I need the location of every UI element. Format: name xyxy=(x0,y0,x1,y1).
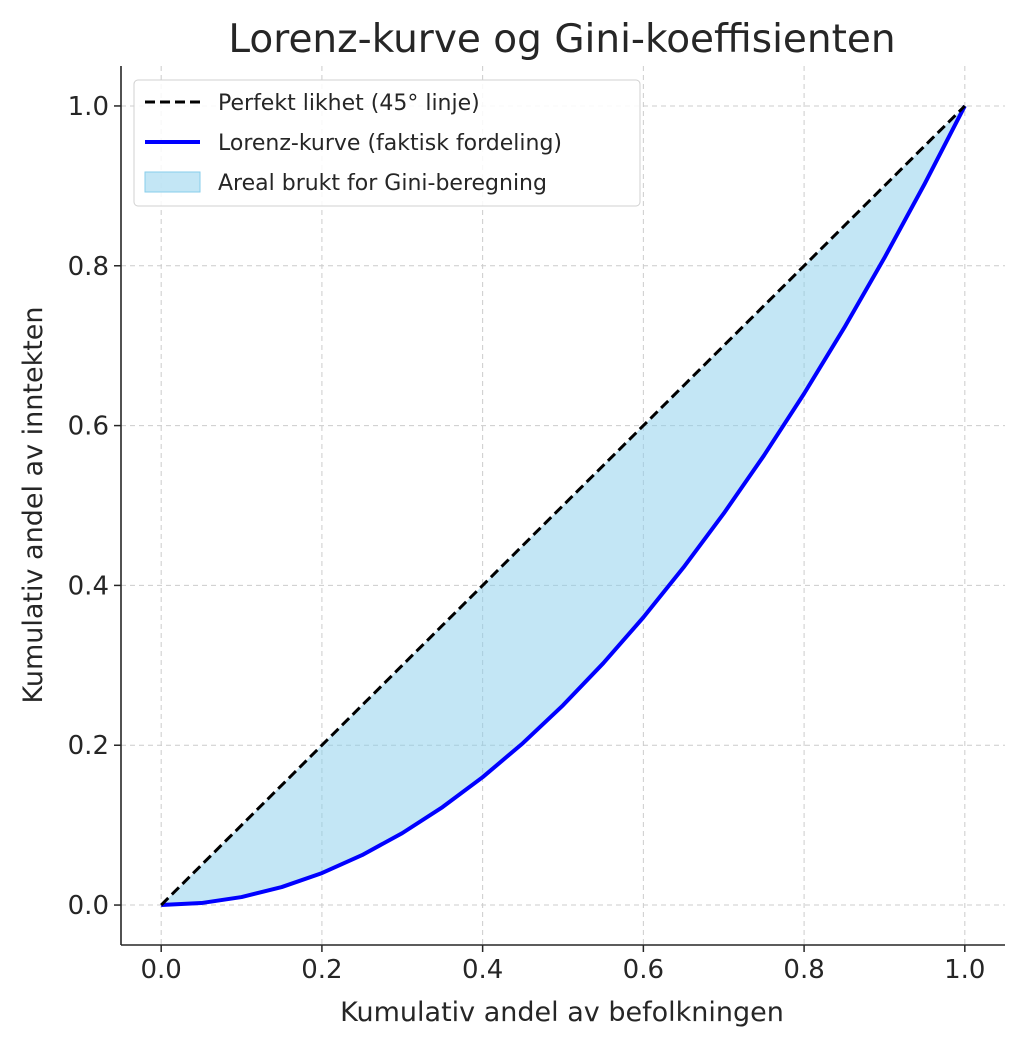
y-tick-label: 0.2 xyxy=(68,731,109,761)
x-axis-label: Kumulativ andel av befolkningen xyxy=(340,997,784,1028)
y-tick-label: 0.8 xyxy=(68,252,109,282)
y-tick-label: 1.0 xyxy=(68,92,109,122)
gini-area-fill xyxy=(161,105,965,906)
ticks: 0.0 0.2 0.4 0.6 0.8 1.0 0.0 0.2 0.4 0.6 0.8 1.0 xyxy=(68,92,986,985)
x-tick-label: 0.0 xyxy=(141,955,182,985)
x-tick-label: 0.6 xyxy=(623,955,664,985)
lorenz-curve-line xyxy=(161,105,967,908)
y-axis-label: Kumulativ andel av inntekten xyxy=(18,306,49,703)
y-tick-label: 0.0 xyxy=(68,891,109,921)
x-tick-label: 0.4 xyxy=(462,955,503,985)
y-tick-label: 0.6 xyxy=(68,412,109,442)
x-tick-label: 0.8 xyxy=(783,955,824,985)
x-tick-label: 1.0 xyxy=(944,955,985,985)
legend: Perfekt likhet (45° linje) Lorenz-kurve … xyxy=(133,79,641,207)
y-tick-label: 0.4 xyxy=(68,571,109,601)
equality-line xyxy=(160,104,966,907)
legend-label-area: Areal brukt for Gini-beregning xyxy=(218,171,547,196)
legend-label-equality: Perfekt likhet (45° linje) xyxy=(218,91,480,116)
x-tick-label: 0.2 xyxy=(301,955,342,985)
plot-area xyxy=(160,104,967,908)
chart-title: Lorenz-kurve og Gini-koeffisienten xyxy=(228,17,895,62)
legend-box xyxy=(133,79,641,207)
legend-swatch-area xyxy=(144,171,201,193)
legend-label-lorenz: Lorenz-kurve (faktisk fordeling) xyxy=(218,131,562,156)
